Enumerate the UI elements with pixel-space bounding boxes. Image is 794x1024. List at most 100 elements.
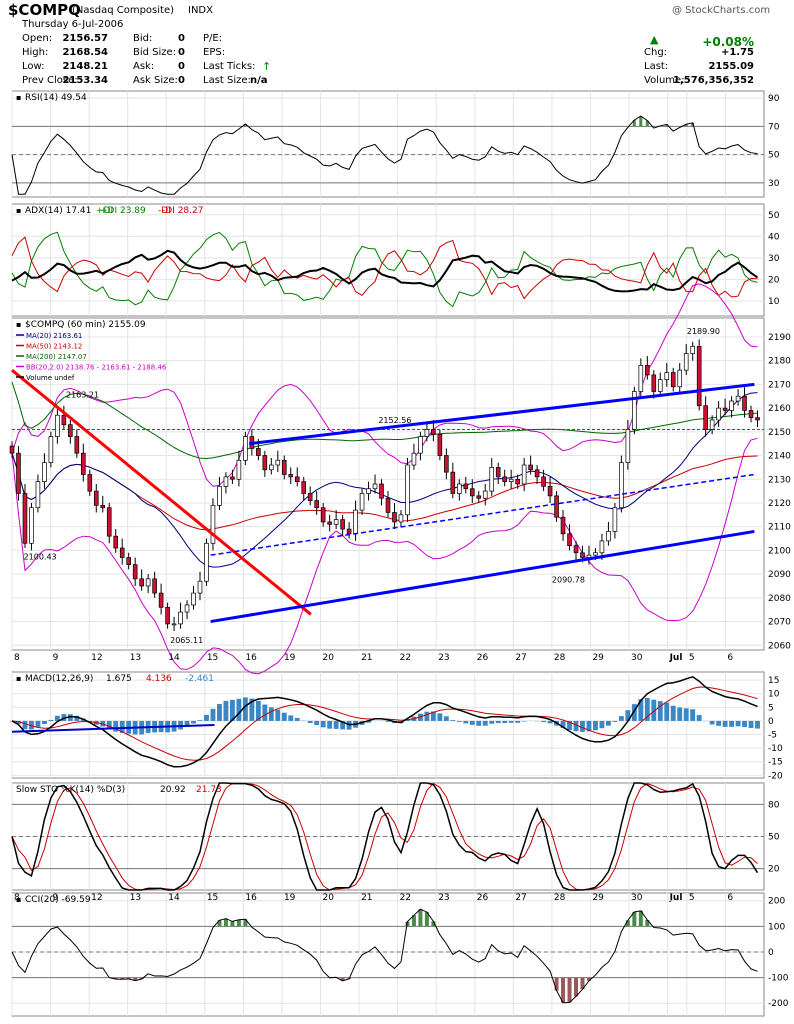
macd-hist-15 [106,720,112,730]
macd-hist-35 [236,698,242,721]
candle-body-35 [236,459,242,480]
price-xtick-8: 20 [323,653,335,663]
macd-hist-7 [54,715,60,721]
candle-body-23 [158,592,164,608]
bid-label-2: Ask: [133,61,155,72]
plus-di-line [11,231,758,308]
trendline-0 [11,369,312,616]
info-label-0: P/E: [203,33,223,44]
ytick-1-4: 50 [768,211,780,221]
candle-body-39 [262,455,268,471]
candle-body-1 [16,452,21,494]
candle-body-9 [68,424,73,437]
macd-hist-94 [618,716,624,721]
ytick-2-8: 2140 [768,452,791,462]
macd-hist-100 [657,701,663,721]
quote-value-1: 2168.54 [62,47,108,58]
candle-body-5 [42,462,47,482]
sto-xtick-15: 29 [592,893,604,903]
ytick-0-2: 70 [768,122,780,132]
sto-xtick-2: 12 [91,893,102,903]
candle-body-16 [113,535,119,549]
macd-hist-29 [197,720,203,721]
candle-body-108 [709,419,715,430]
macd-hist-70 [463,720,469,724]
info-value-3: n/a [250,75,268,86]
ytick-3-1: -15 [768,758,783,768]
sto-k-value: 20.92 [160,785,186,795]
macd-hist-4 [35,720,41,728]
candle-body-43 [288,474,294,478]
bid-label-3: Ask Size: [133,75,178,86]
candle-body-4 [35,481,41,509]
macd-hist-79 [521,720,527,722]
price-xtick-12: 26 [477,653,489,663]
adx-label-icon: ▪ [16,206,21,215]
trendline-3 [210,473,755,556]
candle-body-25 [171,623,177,626]
macd-title: MACD(12,26,9) [25,674,93,684]
panel-frame-0 [11,90,765,198]
sto-xtick-3: 13 [130,893,141,903]
candle-body-14 [100,504,106,509]
macd-hist-75 [495,720,501,724]
price-xtick-13: 27 [515,653,526,663]
macd-hist-6 [48,719,54,721]
candle-body-22 [152,578,157,594]
macd-hist-78 [515,720,521,723]
bid-value-1: 0 [178,47,185,58]
candle-body-95 [625,429,631,464]
macd-hist-39 [262,704,268,721]
macd-hist-48 [320,720,326,728]
price-xtick-0: 8 [14,653,20,663]
candle-body-30 [204,542,209,582]
macd-hist-71 [469,720,475,725]
sto-xtick-1: 9 [53,893,59,903]
index-name: (Nasdaq Composite) [72,5,174,16]
macd-hist-40 [268,707,274,721]
quote-label-3: Prev Close: [22,75,78,86]
candle-body-113 [742,395,747,411]
macd-hist-9 [67,714,73,721]
price-xtick-17: Jul [669,653,683,663]
macd-hist-69 [456,720,462,722]
volume-value: 1,576,356,352 [673,75,754,86]
sto-xtick-9: 21 [361,893,372,903]
minus-di-prefix: -DI [158,206,171,216]
macd-hist-97 [638,699,644,721]
candle-body-70 [463,483,469,490]
last-value: 2155.09 [708,61,754,72]
ytick-4-2: 80 [768,800,780,810]
candle-body-54 [359,493,365,511]
ytick-3-5: 5 [768,703,774,713]
ytick-2-11: 2170 [768,380,791,390]
legend-entry-4: Volume undef [26,374,75,382]
price-xtick-2: 12 [91,653,102,663]
price-xtick-18: 5 [689,653,695,663]
candle-body-34 [230,476,235,480]
price-xtick-15: 29 [592,653,604,663]
ytick-2-13: 2190 [768,333,791,343]
macd-hist-104 [683,708,689,721]
price-annotation-5: 2189.90 [687,327,720,336]
candle-body-81 [534,469,540,478]
candle-body-29 [197,580,203,594]
macd-hist-17 [119,720,125,734]
quote-label-1: High: [22,47,49,58]
macd-hist-96 [631,704,637,721]
candle-body-82 [541,476,546,487]
candle-body-53 [353,509,358,535]
adx-title: ADX(14) 17.41 [25,206,91,216]
quote-header: $COMPQ (Nasdaq Composite) INDX @ StockCh… [0,0,794,88]
macd-hist-76 [502,720,508,724]
bid-value-0: 0 [178,33,185,44]
candle-body-61 [405,464,410,516]
quote-value-0: 2156.57 [62,33,108,44]
ytick-2-7: 2130 [768,475,791,485]
sto-k-line [11,782,759,891]
sto-xtick-19: 6 [727,893,733,903]
bid-value-3: 0 [178,75,185,86]
price-xtick-11: 23 [438,653,449,663]
cci-line [11,908,758,1004]
